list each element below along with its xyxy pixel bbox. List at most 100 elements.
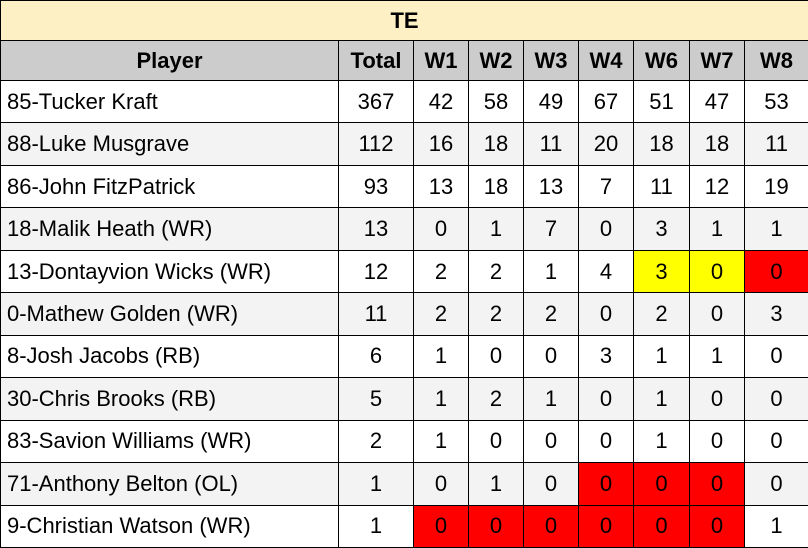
- stat-cell: 67: [578, 79, 634, 124]
- stat-cell: 1: [633, 419, 690, 464]
- stat-cell: 7: [523, 207, 579, 251]
- table-row: 8-Josh Jacobs (RB) 6 1 0 0 3 1 1 0: [0, 334, 808, 379]
- column-header: W7: [689, 40, 745, 81]
- column-header: W3: [523, 40, 579, 81]
- stat-cell: 12: [338, 249, 414, 294]
- player-name: 88-Luke Musgrave: [0, 122, 339, 166]
- stat-cell: 0: [633, 504, 690, 548]
- table-row: 30-Chris Brooks (RB) 5 1 2 1 0 1 0 0: [0, 377, 808, 421]
- stat-cell: 0: [689, 504, 745, 548]
- player-name: 13-Dontayvion Wicks (WR): [0, 249, 339, 294]
- column-header: W8: [743, 40, 808, 81]
- stat-cell: 0: [578, 377, 634, 421]
- stat-cell: 2: [338, 419, 414, 464]
- stat-cell: 0: [743, 249, 808, 294]
- stat-cell: 53: [743, 79, 808, 124]
- stat-cell: 3: [743, 292, 808, 336]
- player-name: 0-Mathew Golden (WR): [0, 292, 339, 336]
- stat-cell: 2: [633, 292, 690, 336]
- player-name: 83-Savion Williams (WR): [0, 419, 339, 464]
- stat-cell: 0: [689, 377, 745, 421]
- stat-cell: 1: [338, 504, 414, 548]
- stat-cell: 0: [743, 462, 808, 506]
- stat-cell: 2: [413, 249, 469, 294]
- stat-cell: 0: [689, 462, 745, 506]
- stat-cell: 0: [578, 504, 634, 548]
- stat-cell: 1: [743, 504, 808, 548]
- table-row: 88-Luke Musgrave 112 16 18 11 20 18 18 11: [0, 122, 808, 166]
- table-row: 71-Anthony Belton (OL) 1 0 1 0 0 0 0 0: [0, 462, 808, 506]
- stat-cell: 4: [578, 249, 634, 294]
- stat-cell: 58: [468, 79, 524, 124]
- stat-cell: 18: [468, 122, 524, 166]
- table-row: 83-Savion Williams (WR) 2 1 0 0 0 1 0 0: [0, 419, 808, 464]
- stat-cell: 1: [689, 207, 745, 251]
- stat-cell: 12: [689, 164, 745, 209]
- stat-cell: 18: [689, 122, 745, 166]
- table-row: 13-Dontayvion Wicks (WR) 12 2 2 1 4 3 0 0: [0, 249, 808, 294]
- stat-cell: 5: [338, 377, 414, 421]
- column-header: Player: [0, 40, 339, 81]
- stat-cell: 3: [633, 207, 690, 251]
- stat-cell: 0: [578, 292, 634, 336]
- table-row: 0-Mathew Golden (WR) 11 2 2 2 0 2 0 3: [0, 292, 808, 336]
- stat-cell: 2: [523, 292, 579, 336]
- stat-cell: 2: [468, 249, 524, 294]
- stat-cell: 47: [689, 79, 745, 124]
- stat-cell: 0: [743, 419, 808, 464]
- stat-cell: 1: [523, 377, 579, 421]
- stat-cell: 51: [633, 79, 690, 124]
- stat-cell: 1: [523, 249, 579, 294]
- stat-cell: 0: [413, 504, 469, 548]
- stat-cell: 1: [743, 207, 808, 251]
- stat-cell: 49: [523, 79, 579, 124]
- stat-cell: 1: [413, 334, 469, 379]
- player-name: 30-Chris Brooks (RB): [0, 377, 339, 421]
- stat-cell: 0: [523, 504, 579, 548]
- stat-cell: 1: [633, 334, 690, 379]
- column-header: W1: [413, 40, 469, 81]
- stat-cell: 3: [578, 334, 634, 379]
- stat-cell: 18: [468, 164, 524, 209]
- player-name: 8-Josh Jacobs (RB): [0, 334, 339, 379]
- stat-cell: 11: [523, 122, 579, 166]
- stat-cell: 18: [633, 122, 690, 166]
- stat-cell: 2: [468, 292, 524, 336]
- stat-cell: 7: [578, 164, 634, 209]
- stat-cell: 0: [523, 419, 579, 464]
- stat-cell: 0: [743, 334, 808, 379]
- stat-cell: 93: [338, 164, 414, 209]
- stat-cell: 13: [338, 207, 414, 251]
- stat-cell: 0: [633, 462, 690, 506]
- stat-cell: 19: [743, 164, 808, 209]
- stat-cell: 2: [468, 377, 524, 421]
- player-name: 85-Tucker Kraft: [0, 79, 339, 124]
- stat-cell: 0: [468, 334, 524, 379]
- stat-cell: 11: [743, 122, 808, 166]
- column-header: W4: [578, 40, 634, 81]
- stat-cell: 0: [413, 462, 469, 506]
- stat-cell: 0: [578, 207, 634, 251]
- stat-cell: 0: [413, 207, 469, 251]
- stat-cell: 0: [689, 419, 745, 464]
- stat-cell: 0: [523, 334, 579, 379]
- table-row: 9-Christian Watson (WR) 1 0 0 0 0 0 0 1: [0, 504, 808, 548]
- player-name: 71-Anthony Belton (OL): [0, 462, 339, 506]
- stat-cell: 3: [633, 249, 690, 294]
- column-header: W2: [468, 40, 524, 81]
- stat-cell: 112: [338, 122, 414, 166]
- stat-cell: 13: [413, 164, 469, 209]
- table-row: 85-Tucker Kraft 367 42 58 49 67 51 47 53: [0, 79, 808, 124]
- stat-cell: 42: [413, 79, 469, 124]
- stat-cell: 11: [338, 292, 414, 336]
- stat-cell: 1: [468, 207, 524, 251]
- stat-cell: 0: [468, 419, 524, 464]
- stat-cell: 367: [338, 79, 414, 124]
- stat-cell: 0: [578, 462, 634, 506]
- stat-cell: 2: [413, 292, 469, 336]
- column-header: W6: [633, 40, 690, 81]
- stat-cell: 0: [689, 292, 745, 336]
- player-name: 9-Christian Watson (WR): [0, 504, 339, 548]
- table-row: 86-John FitzPatrick 93 13 18 13 7 11 12 19: [0, 164, 808, 209]
